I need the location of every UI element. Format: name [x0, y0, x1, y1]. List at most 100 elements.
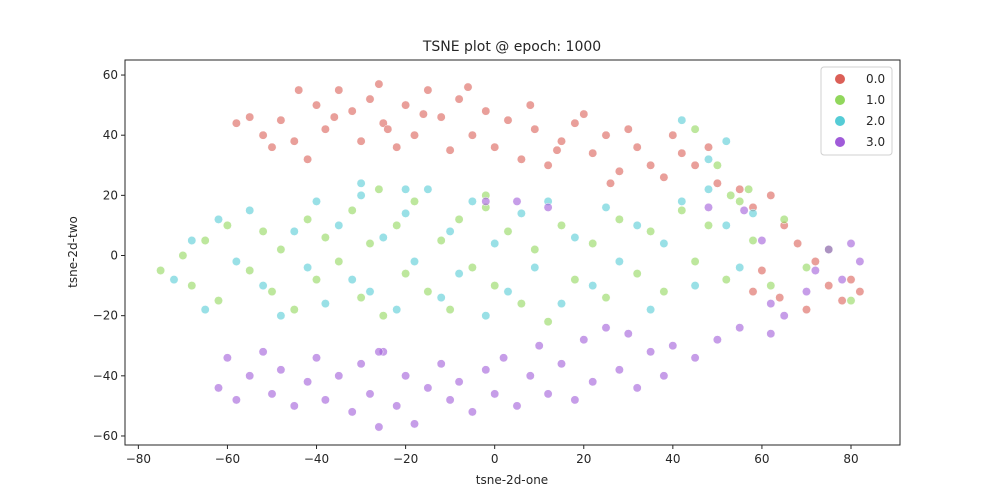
scatter-point-class-2: [169, 275, 179, 285]
scatter-point-class-3: [512, 196, 522, 206]
scatter-point-class-2: [601, 202, 611, 212]
scatter-point-class-2: [303, 263, 313, 272]
scatter-point-class-3: [374, 347, 384, 357]
scatter-point-class-2: [276, 311, 286, 321]
scatter-point-class-3: [267, 389, 277, 399]
scatter-point-class-1: [614, 214, 624, 224]
scatter-point-class-1: [187, 281, 197, 291]
scatter-point-class-2: [436, 293, 446, 303]
scatter-point-class-1: [557, 220, 566, 230]
scatter-point-class-3: [757, 236, 767, 245]
x-tick-label: 80: [843, 452, 858, 466]
scatter-point-class-1: [490, 281, 500, 291]
y-axis-label: tsne-2d-two: [66, 216, 80, 288]
y-tick-label: 20: [103, 188, 118, 202]
scatter-point-class-0: [570, 118, 580, 128]
scatter-point-class-2: [735, 263, 745, 272]
scatter-point-class-0: [481, 106, 491, 116]
scatter-point-class-1: [632, 269, 642, 279]
legend-marker-2: [835, 116, 845, 126]
scatter-point-class-2: [646, 305, 656, 315]
scatter-point-class-1: [467, 263, 477, 272]
scatter-point-class-2: [530, 263, 540, 272]
legend-box: [820, 66, 893, 156]
scatter-point-class-2: [704, 154, 713, 164]
scatter-point-class-0: [530, 124, 540, 134]
scatter-point-class-0: [614, 166, 624, 176]
scatter-point-class-3: [454, 377, 464, 387]
scatter-point-class-0: [552, 145, 562, 155]
scatter-point-class-2: [356, 190, 366, 200]
scatter-point-class-3: [623, 329, 633, 339]
scatter-point-class-1: [454, 214, 464, 224]
scatter-point-class-1: [365, 239, 375, 248]
scatter-point-class-0: [543, 160, 553, 170]
scatter-point-class-2: [423, 184, 433, 194]
plot-frame: [124, 59, 901, 446]
scatter-point-class-3: [766, 329, 776, 339]
scatter-point-class-2: [200, 305, 210, 315]
scatter-point-class-3: [855, 257, 865, 266]
scatter-point-class-2: [392, 305, 402, 315]
scatter-point-class-3: [258, 347, 268, 357]
scatter-point-class-1: [410, 196, 419, 206]
scatter-point-class-0: [735, 184, 745, 194]
scatter-point-class-3: [214, 383, 223, 393]
x-axis: −80 −60 −40 −20 0 20 40 60 80: [126, 445, 859, 466]
chart-title: TSNE plot @ epoch: 1000: [422, 39, 601, 55]
scatter-point-class-0: [258, 130, 268, 140]
scatter-point-class-3: [846, 239, 856, 248]
y-tick-label: −20: [93, 309, 118, 323]
scatter-point-class-2: [570, 233, 580, 242]
scatter-point-class-3: [525, 371, 535, 381]
legend-marker-0: [835, 74, 845, 84]
scatter-point-class-1: [200, 236, 210, 245]
x-tick-label: −40: [304, 452, 329, 466]
scatter-point-class-3: [410, 419, 419, 429]
scatter-point-class-0: [632, 142, 642, 152]
scatter-point-class-1: [779, 214, 789, 224]
scatter-point-class-1: [320, 233, 330, 242]
scatter-point-class-0: [712, 178, 722, 188]
scatter-point-class-0: [401, 100, 411, 110]
y-tick-label: −40: [93, 369, 118, 383]
scatter-point-class-3: [543, 389, 553, 399]
scatter-point-class-3: [824, 245, 834, 254]
scatter-point-class-2: [481, 311, 491, 321]
scatter-point-class-3: [837, 275, 847, 285]
scatter-point-class-0: [793, 239, 803, 248]
scatter-point-class-2: [258, 281, 268, 291]
scatter-point-class-0: [775, 293, 785, 303]
scatter-point-class-0: [601, 130, 611, 140]
scatter-point-class-2: [289, 226, 299, 236]
scatter-point-class-0: [516, 154, 526, 164]
scatter-point-class-1: [276, 245, 286, 254]
scatter-point-class-1: [378, 311, 388, 321]
y-axis: −60 −40 −20 0 20 40 60: [93, 68, 125, 443]
scatter-point-class-0: [467, 130, 477, 140]
scatter-point-class-2: [690, 281, 700, 291]
scatter-point-class-0: [303, 154, 313, 164]
y-tick-label: 60: [103, 68, 118, 82]
scatter-point-class-3: [704, 202, 713, 212]
scatter-point-class-2: [334, 220, 344, 230]
x-tick-label: −60: [215, 452, 240, 466]
scatter-point-class-0: [356, 136, 366, 146]
scatter-point-class-1: [690, 257, 700, 266]
y-tick-label: 0: [110, 249, 118, 263]
scatter-point-class-1: [178, 251, 188, 260]
scatter-point-class-1: [401, 269, 411, 279]
scatter-point-class-1: [659, 287, 669, 297]
scatter-point-class-3: [570, 395, 580, 405]
scatter-point-class-0: [503, 115, 513, 125]
scatter-point-class-2: [312, 196, 321, 206]
x-axis-label: tsne-2d-one: [476, 473, 548, 487]
scatter-point-class-0: [606, 178, 615, 188]
scatter-point-class-1: [677, 205, 687, 215]
scatter-point-class-0: [418, 109, 428, 119]
scatter-point-class-1: [704, 220, 713, 230]
scatter-point-class-3: [365, 389, 375, 399]
scatter-point-class-2: [410, 257, 419, 266]
scatter-point-class-2: [401, 184, 411, 194]
scatter-point-class-2: [677, 115, 687, 125]
